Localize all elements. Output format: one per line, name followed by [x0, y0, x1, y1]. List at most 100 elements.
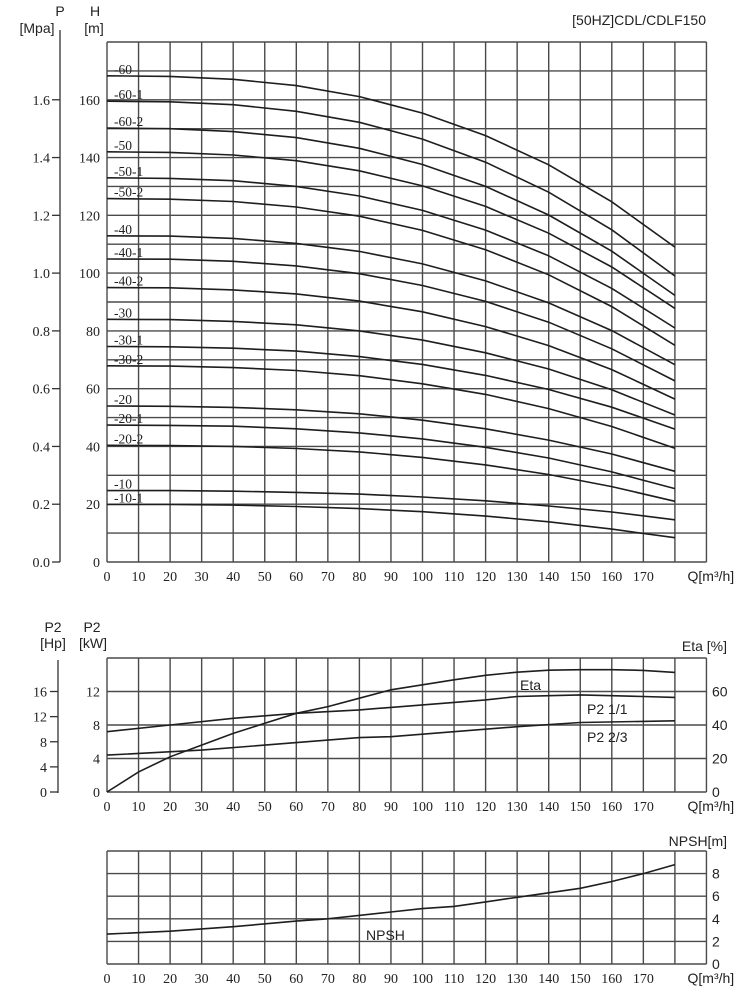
y-tick-label-eta: 40 — [712, 717, 728, 733]
head-curve-model-60-1 — [106, 100, 676, 277]
series-label: -10 — [114, 477, 132, 492]
x-tick-label: 140 — [538, 972, 559, 987]
head-curve-model-40 — [106, 235, 676, 366]
y-tick-label-npsh: 0 — [712, 956, 720, 972]
x-tick-label: 20 — [163, 800, 177, 815]
x-tick-label: 130 — [507, 570, 528, 585]
x-tick-label: 40 — [226, 972, 240, 987]
x-axis-label: Q[m³/h] — [688, 798, 735, 814]
y-tick-label-head: 20 — [86, 498, 100, 513]
series-label: -40-1 — [114, 245, 143, 260]
x-tick-label: 150 — [570, 570, 591, 585]
x-tick-label: 60 — [289, 972, 303, 987]
series-label: P2 2/3 — [587, 729, 628, 745]
series-label: NPSH — [366, 927, 405, 943]
y-tick-label-npsh: 2 — [712, 933, 720, 949]
x-tick-label: 70 — [321, 570, 335, 585]
pressure-axis-unit: [Mpa] — [19, 20, 54, 36]
hp-axis-unit: [Hp] — [40, 635, 66, 651]
series-label: -60-1 — [114, 87, 143, 102]
head-axis-name: H — [90, 3, 100, 19]
y-tick-label-head: 80 — [86, 325, 100, 340]
series-label: -30 — [114, 305, 132, 320]
x-tick-label: 70 — [321, 800, 335, 815]
x-tick-label: 110 — [444, 570, 464, 585]
x-tick-label: 10 — [132, 800, 146, 815]
head-curve-model-20 — [106, 405, 676, 473]
kw-axis-unit: [kW] — [79, 635, 107, 651]
series-label: -40 — [114, 222, 132, 237]
y-tick-label-kw: 8 — [93, 719, 100, 734]
series-label: -20 — [114, 392, 132, 407]
head-curve-model-60-2 — [106, 127, 676, 297]
head-curve-model-50-1 — [106, 177, 676, 329]
x-axis-label: Q[m³/h] — [688, 970, 735, 986]
y-tick-label-pressure: 1.4 — [33, 152, 51, 167]
y-tick-label-eta: 20 — [712, 751, 728, 767]
series-label: -60-2 — [114, 114, 143, 129]
pressure-axis-name: P — [55, 3, 64, 19]
x-tick-label: 0 — [104, 800, 111, 815]
x-tick-label: 120 — [475, 800, 496, 815]
series-label: -50 — [114, 138, 132, 153]
x-tick-label: 10 — [132, 972, 146, 987]
y-tick-label-pressure: 0.4 — [33, 440, 51, 455]
series-label: -50-2 — [114, 185, 143, 200]
head-curve-model-40-2 — [106, 286, 676, 400]
y-tick-label-kw: 12 — [86, 686, 100, 701]
y-tick-label-kw: 0 — [93, 786, 100, 801]
y-tick-label-kw: 4 — [93, 753, 100, 768]
series-label: -20-1 — [114, 411, 143, 426]
y-tick-label-npsh: 6 — [712, 888, 720, 904]
x-tick-label: 100 — [412, 570, 433, 585]
x-tick-label: 170 — [633, 800, 654, 815]
y-tick-label-head: 40 — [86, 440, 100, 455]
series-label: -60 — [114, 62, 132, 77]
series-label: P2 1/1 — [587, 701, 628, 717]
head-curve-model-50-2 — [106, 197, 676, 346]
x-axis-label: Q[m³/h] — [688, 568, 735, 584]
y-tick-label-hp: 12 — [33, 711, 47, 726]
y-tick-label-hp: 4 — [40, 761, 47, 776]
y-tick-label-head: 0 — [93, 556, 100, 571]
head-curve-model-50 — [106, 151, 676, 310]
x-tick-label: 170 — [633, 570, 654, 585]
head-curve-model-10 — [107, 489, 675, 521]
x-tick-label: 90 — [384, 972, 398, 987]
x-tick-label: 20 — [163, 570, 177, 585]
x-tick-label: 20 — [163, 972, 177, 987]
x-tick-label: 80 — [352, 570, 366, 585]
x-tick-label: 30 — [195, 800, 209, 815]
y-tick-label-pressure: 0.2 — [33, 498, 51, 513]
x-tick-label: 130 — [507, 800, 528, 815]
x-tick-label: 50 — [258, 800, 272, 815]
x-tick-label: 70 — [321, 972, 335, 987]
x-tick-label: 30 — [195, 570, 209, 585]
x-tick-label: 110 — [444, 800, 464, 815]
x-tick-label: 80 — [352, 800, 366, 815]
x-tick-label: 90 — [384, 570, 398, 585]
curve-eta — [106, 668, 675, 793]
x-tick-label: 10 — [132, 570, 146, 585]
series-label: -50-1 — [114, 164, 143, 179]
x-tick-label: 160 — [601, 800, 622, 815]
curve-p2-2-3 — [106, 720, 675, 756]
y-tick-label-npsh: 8 — [712, 866, 720, 882]
y-tick-label-eta: 0 — [712, 784, 720, 800]
series-label: -30-1 — [114, 332, 143, 347]
x-tick-label: 150 — [570, 972, 591, 987]
x-tick-label: 130 — [507, 972, 528, 987]
y-tick-label-pressure: 0.8 — [33, 325, 51, 340]
y-tick-label-pressure: 1.6 — [33, 94, 51, 109]
x-tick-label: 140 — [538, 800, 559, 815]
x-tick-label: 120 — [475, 972, 496, 987]
series-label: -30-2 — [114, 352, 143, 367]
y-tick-label-hp: 0 — [40, 786, 47, 801]
y-tick-label-head: 120 — [79, 209, 100, 224]
y-tick-label-head: 160 — [79, 94, 100, 109]
x-tick-label: 30 — [195, 972, 209, 987]
series-label: -20-2 — [114, 431, 143, 446]
y-tick-label-head: 140 — [79, 152, 100, 167]
y-tick-label-pressure: 0.6 — [33, 383, 51, 398]
